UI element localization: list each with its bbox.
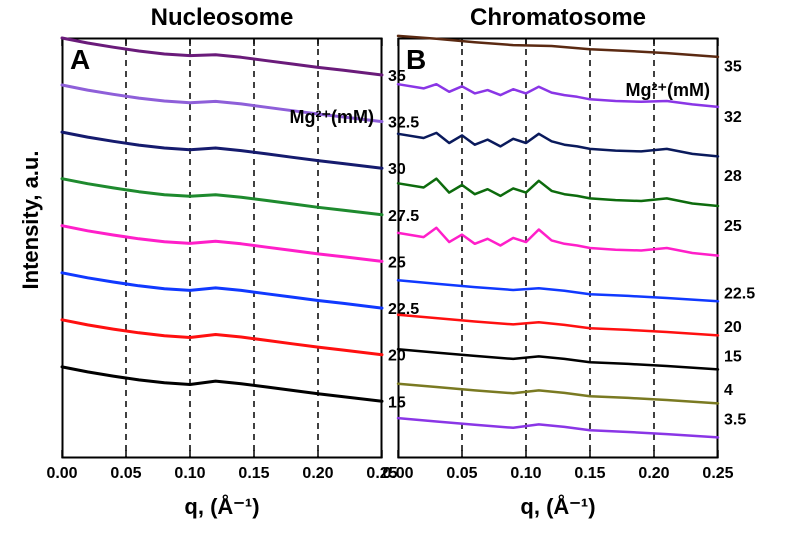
series-line: [62, 273, 382, 308]
series-line: [398, 349, 718, 369]
series-label: 3.5: [724, 411, 746, 428]
series-label: 15: [724, 348, 742, 365]
series-label: 20: [724, 319, 742, 336]
x-tick-label: 0.05: [446, 465, 477, 482]
x-tick-label: 0.20: [638, 465, 669, 482]
x-tick-label: 0.00: [382, 465, 413, 482]
series-line: [62, 320, 382, 355]
series-line: [62, 132, 382, 168]
x-tick-label: 0.10: [174, 465, 205, 482]
x-tick-label: 0.10: [510, 465, 541, 482]
y-axis-label: Intensity, a.u.: [18, 80, 44, 360]
series-line: [398, 133, 718, 157]
series-line: [398, 228, 718, 256]
x-tick-label: 0.25: [702, 465, 733, 482]
series-label: 28: [724, 168, 742, 185]
x-axis-label-b: q, (Å⁻¹): [398, 494, 718, 520]
panel-b-letter: B: [406, 44, 426, 76]
series-line: [398, 315, 718, 336]
panel-a-letter: A: [70, 44, 90, 76]
series-line: [398, 179, 718, 206]
series-line: [62, 38, 382, 75]
x-tick-label: 0.20: [302, 465, 333, 482]
series-line: [398, 418, 718, 437]
chart-a: 0.000.050.100.150.200.25Mg²⁺(mM)3532.530…: [62, 38, 382, 458]
series-line: [62, 226, 382, 262]
series-line: [398, 280, 718, 301]
x-tick-label: 0.00: [46, 465, 77, 482]
series-line: [398, 384, 718, 404]
series-label: 25: [724, 218, 742, 235]
x-tick-label: 0.05: [110, 465, 141, 482]
x-axis-label-a: q, (Å⁻¹): [62, 494, 382, 520]
series-label: 32: [724, 109, 742, 126]
mg-label: Mg²⁺(mM): [626, 80, 710, 100]
panel-a-title: Nucleosome: [62, 4, 382, 32]
x-tick-label: 0.15: [238, 465, 269, 482]
mg-label: Mg²⁺(mM): [290, 107, 374, 127]
series-line: [62, 179, 382, 215]
chart-b: 0.000.050.100.150.200.25Mg²⁺(mM)35322825…: [398, 38, 718, 458]
series-label: 4: [724, 382, 733, 399]
series-line: [62, 367, 382, 401]
x-tick-label: 0.15: [574, 465, 605, 482]
series-label: 22.5: [724, 285, 755, 302]
panel-b-title: Chromatosome: [398, 4, 718, 32]
series-label: 35: [724, 59, 742, 76]
